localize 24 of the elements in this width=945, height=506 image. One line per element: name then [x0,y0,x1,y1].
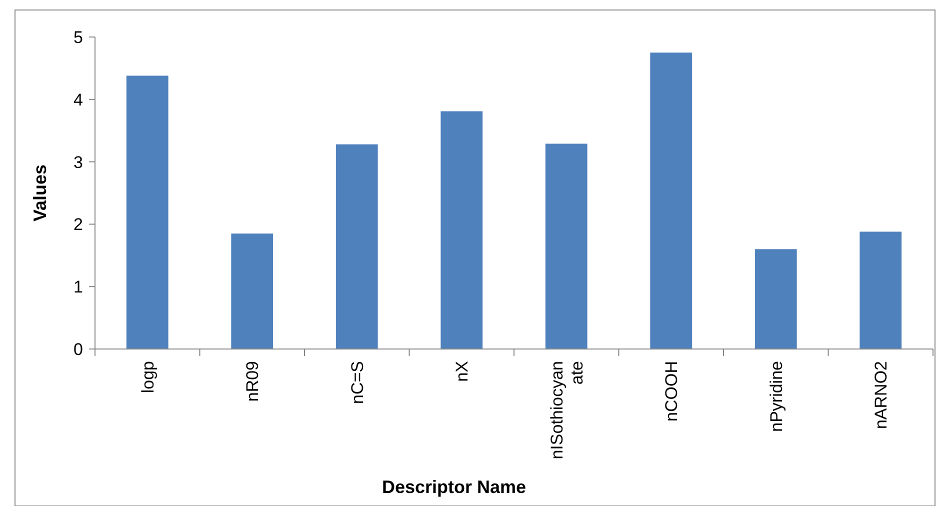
y-tick-label: 0 [74,340,83,359]
x-tick-label: nX [452,361,472,382]
x-tick-label: nARNO2 [872,361,891,430]
y-tick-label: 5 [74,28,83,47]
bar [440,111,483,349]
x-tick-label: nCOOH [662,361,682,422]
bar [860,232,902,349]
bar [754,249,797,349]
y-tick-label: 2 [74,215,83,234]
x-tick-label: logp [138,361,158,394]
y-tick-label: 1 [74,278,83,297]
x-tick-label: nC=S [348,361,367,404]
bar [545,144,588,349]
bar [126,76,168,349]
x-tick-label: nISothiocyanate [547,361,586,460]
x-tick-label: nR09 [243,361,262,402]
bar [336,144,378,349]
x-axis-title: Descriptor Name [382,477,526,497]
bar [231,234,274,349]
y-axis-title: Values [30,164,50,222]
y-tick-label: 3 [74,152,83,172]
x-tick-label: nPyridine [766,361,786,432]
bar [650,52,692,349]
y-tick-label: 4 [74,90,83,110]
